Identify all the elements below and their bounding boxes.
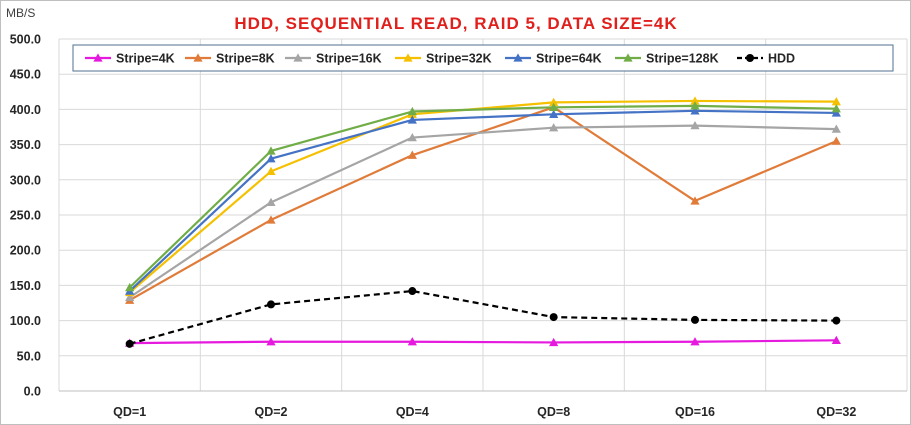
data-point bbox=[125, 339, 134, 348]
legend-label: Stripe=64K bbox=[536, 52, 602, 66]
legend-label: Stripe=128K bbox=[646, 52, 719, 66]
y-tick-label: 500.0 bbox=[10, 33, 41, 47]
series-line bbox=[128, 109, 837, 292]
data-point bbox=[831, 104, 841, 113]
data-point bbox=[266, 337, 276, 346]
legend-swatch-marker bbox=[93, 53, 103, 62]
legend-item: Stripe=128K bbox=[615, 52, 719, 66]
y-tick-label: 400.0 bbox=[10, 103, 41, 117]
series-lines bbox=[125, 96, 841, 348]
series-line bbox=[129, 106, 837, 302]
series-group bbox=[125, 101, 841, 292]
x-tick-label: QD=1 bbox=[113, 405, 146, 419]
data-point bbox=[266, 197, 276, 207]
data-point bbox=[407, 337, 417, 346]
legend-swatch-marker bbox=[513, 53, 523, 62]
data-point bbox=[690, 120, 700, 130]
data-point bbox=[549, 109, 559, 119]
data-point bbox=[549, 97, 559, 107]
data-point bbox=[125, 292, 135, 302]
data-point bbox=[549, 102, 559, 111]
y-tick-label: 50.0 bbox=[17, 349, 41, 363]
legend-swatch-marker bbox=[403, 53, 413, 62]
y-tick-label: 450.0 bbox=[10, 68, 41, 82]
y-axis-unit-label: MB/S bbox=[6, 6, 35, 20]
series-line bbox=[129, 339, 837, 345]
y-tick-label: 200.0 bbox=[10, 244, 41, 258]
legend: Stripe=4K Stripe=8K Stripe=16K Stripe=32K St… bbox=[72, 44, 894, 72]
data-point bbox=[266, 154, 276, 163]
data-point bbox=[690, 96, 700, 105]
data-point bbox=[266, 146, 276, 155]
y-tick-label: 0.0 bbox=[24, 385, 41, 399]
data-point bbox=[831, 335, 841, 344]
legend-item: Stripe=32K bbox=[395, 52, 492, 66]
data-point bbox=[125, 282, 135, 292]
data-point bbox=[690, 196, 700, 205]
legend-label: Stripe=16K bbox=[316, 52, 382, 66]
series-line bbox=[129, 289, 837, 345]
series-group bbox=[125, 287, 841, 348]
series-line bbox=[129, 124, 837, 299]
y-tick-label: 150.0 bbox=[10, 279, 41, 293]
gridlines bbox=[58, 38, 908, 392]
data-point bbox=[831, 108, 841, 117]
data-point bbox=[831, 124, 841, 133]
axes: 0.0 50.0 100.0 150.0 200.0 250.0 300.0 350.0 400… bbox=[10, 33, 907, 419]
x-tick-label: QD=8 bbox=[537, 405, 570, 419]
data-point bbox=[691, 315, 699, 324]
x-tick-label: QD=4 bbox=[396, 405, 429, 419]
data-point bbox=[549, 337, 559, 347]
legend-item: Stripe=16K bbox=[285, 52, 382, 66]
legend-item: Stripe=4K bbox=[85, 52, 175, 66]
data-point bbox=[407, 150, 417, 159]
data-point bbox=[831, 97, 841, 106]
y-tick-label: 100.0 bbox=[10, 314, 41, 328]
data-point bbox=[690, 106, 700, 115]
data-point bbox=[549, 123, 559, 132]
data-point bbox=[266, 215, 276, 224]
data-point bbox=[408, 287, 417, 296]
legend-label: Stripe=32K bbox=[426, 52, 492, 66]
legend-label: Stripe=8K bbox=[216, 52, 275, 66]
legend-swatch-marker bbox=[193, 53, 203, 62]
x-tick-label: QD=2 bbox=[254, 405, 287, 419]
legend-swatch-marker bbox=[623, 53, 633, 62]
legend-item: Stripe=8K bbox=[185, 52, 275, 66]
legend-item: HDD bbox=[737, 52, 795, 66]
legend-swatch-marker bbox=[293, 53, 303, 62]
y-tick-label: 350.0 bbox=[10, 138, 41, 152]
x-tick-label: QD=16 bbox=[675, 405, 715, 419]
series-group bbox=[125, 120, 841, 302]
data-point bbox=[832, 316, 841, 325]
data-point bbox=[266, 166, 276, 176]
y-tick-label: 300.0 bbox=[10, 173, 41, 187]
legend-label: Stripe=4K bbox=[116, 52, 175, 66]
data-point bbox=[407, 106, 417, 116]
data-point bbox=[407, 115, 417, 124]
data-point bbox=[831, 136, 841, 145]
data-point bbox=[690, 101, 700, 110]
data-point bbox=[407, 132, 417, 142]
legend-label: HDD bbox=[768, 52, 795, 66]
y-tick-label: 250.0 bbox=[10, 209, 41, 223]
legend-item: Stripe=64K bbox=[505, 52, 602, 66]
data-point bbox=[690, 337, 700, 346]
series-line bbox=[128, 104, 837, 289]
chart-title: HDD, SEQUENTIAL READ, RAID 5, DATA SIZE=… bbox=[234, 14, 677, 33]
data-point bbox=[267, 300, 275, 309]
data-point bbox=[549, 313, 558, 322]
legend-swatch-marker bbox=[746, 54, 754, 62]
x-tick-label: QD=32 bbox=[816, 405, 856, 419]
